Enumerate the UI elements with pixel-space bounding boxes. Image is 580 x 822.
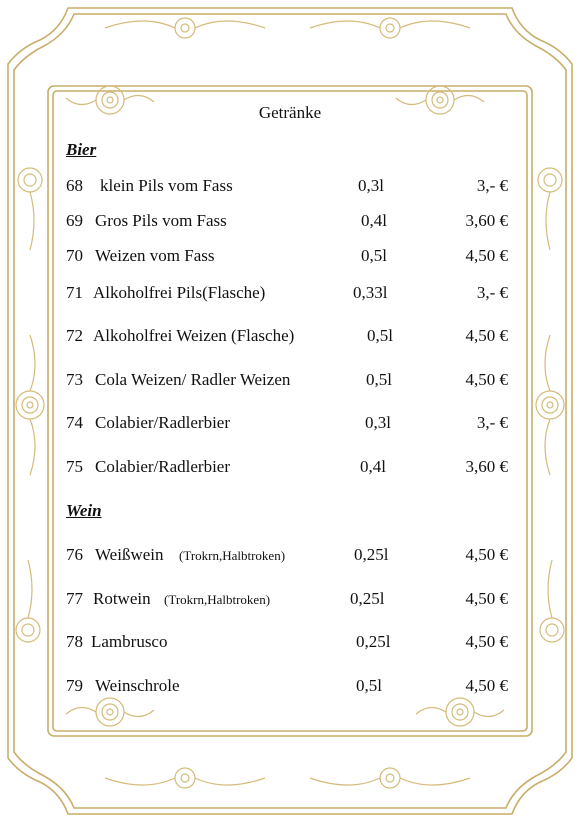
item-number: 68: [66, 176, 83, 195]
item-number: 69: [66, 211, 83, 230]
item-price: 4,50 €: [465, 632, 509, 651]
item-name: Weinschrole: [95, 676, 180, 695]
menu-item: 68 klein Pils vom Fass 0,3l 3,- €: [0, 176, 580, 200]
item-name: klein Pils vom Fass: [100, 176, 233, 195]
menu-item: 73 Cola Weizen/ Radler Weizen 0,5l 4,50 …: [0, 370, 580, 394]
section-heading-bier: Bier: [66, 140, 97, 159]
item-number: 79: [66, 676, 83, 695]
menu-item: 75 Colabier/Radlerbier 0,4l 3,60 €: [0, 457, 580, 481]
item-volume: 0,5l: [367, 326, 393, 345]
item-price: 4,50 €: [465, 246, 509, 265]
item-price: 3,- €: [476, 283, 508, 302]
menu-item: 71 Alkoholfrei Pils(Flasche) 0,33l 3,- €: [0, 283, 580, 307]
item-number: 78: [66, 632, 83, 651]
item-number: 70: [66, 246, 83, 265]
item-name: Lambrusco: [91, 632, 168, 651]
item-price: 3,- €: [476, 413, 508, 432]
item-note: (Trokrn,Halbtroken): [164, 592, 271, 607]
item-volume: 0,33l: [353, 283, 388, 302]
floral-decorations: [15, 17, 565, 789]
item-name: Alkoholfrei Weizen (Flasche): [93, 326, 295, 345]
item-volume: 0,4l: [361, 211, 387, 230]
item-volume: 0,5l: [361, 246, 387, 265]
item-price: 3,60 €: [465, 211, 509, 230]
item-price: 3,- €: [476, 176, 508, 195]
menu-item: 78 Lambrusco 0,25l 4,50 €: [0, 632, 580, 656]
menu-title: Getränke: [258, 103, 322, 122]
item-name: Weißwein: [95, 545, 164, 564]
item-number: 74: [66, 413, 83, 432]
item-price: 4,50 €: [465, 326, 509, 345]
item-volume: 0,25l: [350, 589, 385, 608]
item-name: Weizen vom Fass: [95, 246, 215, 265]
item-volume: 0,4l: [360, 457, 386, 476]
item-volume: 0,3l: [365, 413, 391, 432]
item-volume: 0,25l: [354, 545, 389, 564]
menu-item: 79 Weinschrole 0,5l 4,50 €: [0, 676, 580, 700]
item-name: Rotwein: [93, 589, 151, 608]
item-name: Cola Weizen/ Radler Weizen: [95, 370, 291, 389]
item-number: 77: [66, 589, 83, 608]
item-name: Colabier/Radlerbier: [95, 413, 231, 432]
item-volume: 0,25l: [356, 632, 391, 651]
menu-item: 76 Weißwein (Trokrn,Halbtroken) 0,25l 4,…: [0, 545, 580, 569]
item-name: Gros Pils vom Fass: [95, 211, 227, 230]
item-name: Colabier/Radlerbier: [95, 457, 231, 476]
item-volume: 0,3l: [358, 176, 384, 195]
menu-item: 77 Rotwein (Trokrn,Halbtroken) 0,25l 4,5…: [0, 589, 580, 613]
item-note: (Trokrn,Halbtroken): [179, 548, 286, 563]
item-price: 4,50 €: [465, 370, 509, 389]
item-price: 4,50 €: [465, 545, 509, 564]
item-name: Alkoholfrei Pils(Flasche): [93, 283, 266, 302]
menu-item: 69 Gros Pils vom Fass 0,4l 3,60 €: [0, 211, 580, 235]
menu-item: 72 Alkoholfrei Weizen (Flasche) 0,5l 4,5…: [0, 326, 580, 350]
item-number: 71: [66, 283, 83, 302]
item-number: 73: [66, 370, 83, 389]
menu-item: 70 Weizen vom Fass 0,5l 4,50 €: [0, 246, 580, 270]
section-heading-wein: Wein: [66, 501, 102, 520]
item-number: 75: [66, 457, 83, 476]
item-volume: 0,5l: [366, 370, 392, 389]
item-price: 3,60 €: [465, 457, 509, 476]
menu-item: 74 Colabier/Radlerbier 0,3l 3,- €: [0, 413, 580, 437]
item-price: 4,50 €: [465, 676, 509, 695]
item-price: 4,50 €: [465, 589, 509, 608]
item-number: 76: [66, 545, 83, 564]
item-number: 72: [66, 326, 83, 345]
item-volume: 0,5l: [356, 676, 382, 695]
